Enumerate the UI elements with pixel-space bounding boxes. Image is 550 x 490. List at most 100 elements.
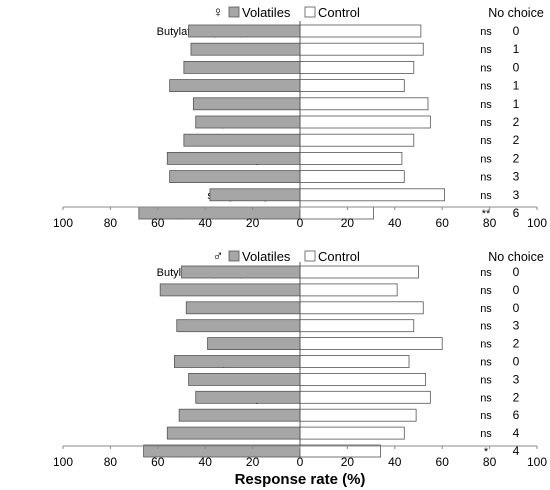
legend-swatch-control — [304, 6, 316, 18]
significance-label: ns — [480, 285, 492, 297]
significance-label: ns — [480, 44, 492, 56]
no-choice-count: 3 — [513, 319, 520, 333]
bar-volatiles — [192, 97, 301, 111]
legend-swatch-volatiles — [228, 250, 240, 262]
significance-label: ns — [480, 303, 492, 315]
x-tick-label: 80 — [483, 216, 497, 230]
significance-label: ns — [480, 153, 492, 165]
bar-volatiles — [190, 42, 301, 56]
bar-control — [299, 24, 422, 38]
x-tick-label: 20 — [246, 455, 260, 469]
bar-volatiles — [207, 337, 301, 351]
significance-label: ns — [480, 374, 492, 386]
significance-label: ns — [480, 267, 492, 279]
x-tick-label: 80 — [104, 216, 118, 230]
no-choice-count: 3 — [513, 188, 520, 202]
bar-volatiles — [183, 133, 301, 147]
bar-volatiles — [209, 188, 301, 202]
bar-control — [299, 61, 415, 74]
female-symbol: ♀ — [212, 4, 223, 21]
significance-label: ns — [480, 172, 492, 184]
no-choice-count: 6 — [513, 206, 520, 220]
bar-control — [299, 426, 405, 440]
bar-volatiles — [169, 79, 301, 92]
bar-volatiles — [185, 301, 301, 315]
x-tick-label: 20 — [341, 455, 355, 469]
legend-label-control: Control — [318, 249, 360, 264]
bar-control — [299, 42, 424, 56]
no-choice-count: 3 — [513, 170, 520, 184]
no-choice-count: 0 — [513, 301, 520, 315]
no-choice-header: No choice — [488, 250, 544, 264]
bar-volatiles — [173, 355, 301, 368]
bar-control — [299, 265, 419, 279]
significance-label: ns — [480, 62, 492, 74]
no-choice-count: 2 — [513, 390, 520, 404]
bar-volatiles — [159, 283, 301, 297]
significance-label: ** — [482, 208, 491, 220]
significance-label: ns — [480, 81, 492, 93]
no-choice-count: 3 — [513, 372, 520, 386]
no-choice-count: 1 — [513, 79, 520, 93]
bar-volatiles — [176, 319, 301, 333]
significance-label: ns — [480, 190, 492, 202]
legend-label-volatiles: Volatiles — [242, 249, 291, 264]
x-tick-label: 60 — [151, 455, 165, 469]
x-tick-label: 40 — [388, 216, 402, 230]
no-choice-count: 1 — [513, 97, 520, 111]
x-tick-label: 60 — [436, 455, 450, 469]
x-tick-label: 100 — [53, 216, 73, 230]
bar-volatiles — [181, 265, 301, 279]
no-choice-count: 2 — [513, 133, 520, 147]
bar-control — [299, 372, 427, 386]
bar-control — [299, 151, 403, 165]
bar-control — [299, 319, 415, 333]
x-tick-label: 80 — [483, 455, 497, 469]
significance-label: ns — [480, 99, 492, 111]
no-choice-count: 0 — [513, 60, 520, 74]
x-tick-label: 0 — [297, 216, 304, 230]
x-tick-label: 40 — [199, 455, 213, 469]
significance-label: ns — [480, 339, 492, 351]
bar-control — [299, 79, 405, 92]
bar-volatiles — [169, 170, 301, 184]
significance-label: ns — [480, 117, 492, 129]
no-choice-count: 2 — [513, 151, 520, 165]
bar-volatiles — [166, 426, 301, 440]
x-tick-label: 40 — [388, 455, 402, 469]
bar-control — [299, 170, 405, 184]
bar-control — [299, 408, 417, 422]
bar-control — [299, 115, 431, 129]
no-choice-count: 4 — [513, 426, 520, 440]
no-choice-count: 0 — [513, 355, 520, 369]
bar-volatiles — [188, 372, 301, 386]
no-choice-header: No choice — [488, 6, 544, 20]
bar-control — [299, 188, 445, 202]
bar-control — [299, 206, 374, 220]
significance-label: ns — [480, 428, 492, 440]
significance-label: ns — [480, 135, 492, 147]
no-choice-count: 4 — [513, 444, 520, 458]
bar-volatiles — [166, 151, 301, 165]
bar-control — [299, 97, 429, 111]
legend-label-control: Control — [318, 5, 360, 20]
no-choice-count: 1 — [513, 42, 520, 56]
male-symbol: ♂ — [212, 248, 223, 265]
bar-control — [299, 133, 415, 147]
bar-volatiles — [183, 61, 301, 74]
bar-control — [299, 301, 424, 315]
bar-volatiles — [195, 390, 301, 404]
bar-control — [299, 337, 443, 351]
significance-label: ns — [480, 357, 492, 369]
no-choice-count: 0 — [513, 283, 520, 297]
significance-label: ns — [480, 392, 492, 404]
legend-swatch-volatiles — [228, 6, 240, 18]
significance-label: ns — [480, 321, 492, 333]
no-choice-count: 6 — [513, 408, 520, 422]
no-choice-count: 2 — [513, 337, 520, 351]
x-tick-label: 60 — [151, 216, 165, 230]
legend-swatch-control — [304, 250, 316, 262]
x-tick-label: 100 — [527, 455, 547, 469]
